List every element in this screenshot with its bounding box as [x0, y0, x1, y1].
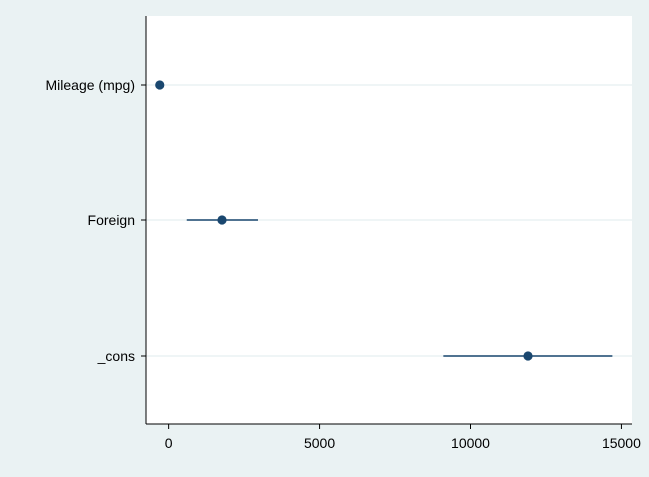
point-estimate-2: [523, 351, 533, 361]
point-estimate-1: [217, 215, 227, 225]
point-estimate-0: [155, 80, 165, 90]
mark-layer: [155, 80, 613, 361]
axis-layer: Mileage (mpg) Foreign _cons 0 5000 10000 15000: [46, 77, 642, 451]
x-tick-label: 10000: [451, 435, 490, 451]
y-tick-label: Mileage (mpg): [46, 77, 135, 93]
x-tick-label: 15000: [602, 435, 641, 451]
x-tick-label: 5000: [304, 435, 335, 451]
x-tick-label: 0: [165, 435, 173, 451]
y-tick-label: Foreign: [88, 212, 135, 228]
y-tick-label: _cons: [97, 348, 135, 364]
